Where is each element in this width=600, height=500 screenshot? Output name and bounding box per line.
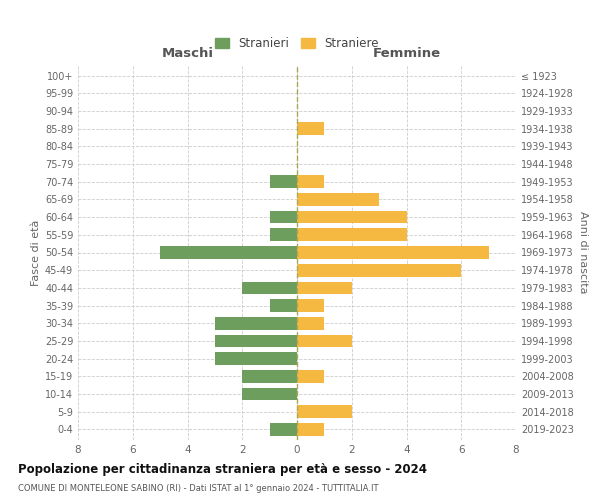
Bar [242, 388, 297, 400]
Bar [215, 352, 297, 365]
Bar [297, 211, 407, 224]
Bar [269, 423, 297, 436]
Text: Femmine: Femmine [373, 46, 440, 60]
Bar [242, 282, 297, 294]
Bar [269, 211, 297, 224]
Text: Maschi: Maschi [161, 46, 214, 60]
Text: COMUNE DI MONTELEONE SABINO (RI) - Dati ISTAT al 1° gennaio 2024 - TUTTITALIA.IT: COMUNE DI MONTELEONE SABINO (RI) - Dati … [18, 484, 379, 493]
Y-axis label: Anni di nascita: Anni di nascita [578, 211, 588, 294]
Legend: Stranieri, Straniere: Stranieri, Straniere [211, 34, 383, 54]
Bar [297, 299, 325, 312]
Bar [242, 370, 297, 382]
Bar [269, 299, 297, 312]
Bar [297, 228, 407, 241]
Bar [269, 228, 297, 241]
Bar [297, 264, 461, 276]
Y-axis label: Fasce di età: Fasce di età [31, 220, 41, 286]
Bar [297, 406, 352, 418]
Bar [297, 282, 352, 294]
Text: Popolazione per cittadinanza straniera per età e sesso - 2024: Popolazione per cittadinanza straniera p… [18, 462, 427, 475]
Bar [215, 317, 297, 330]
Bar [297, 193, 379, 206]
Bar [297, 423, 325, 436]
Bar [297, 122, 325, 135]
Bar [297, 334, 352, 347]
Bar [297, 176, 325, 188]
Bar [269, 176, 297, 188]
Bar [160, 246, 297, 259]
Bar [297, 370, 325, 382]
Bar [297, 317, 325, 330]
Bar [297, 246, 488, 259]
Bar [215, 334, 297, 347]
